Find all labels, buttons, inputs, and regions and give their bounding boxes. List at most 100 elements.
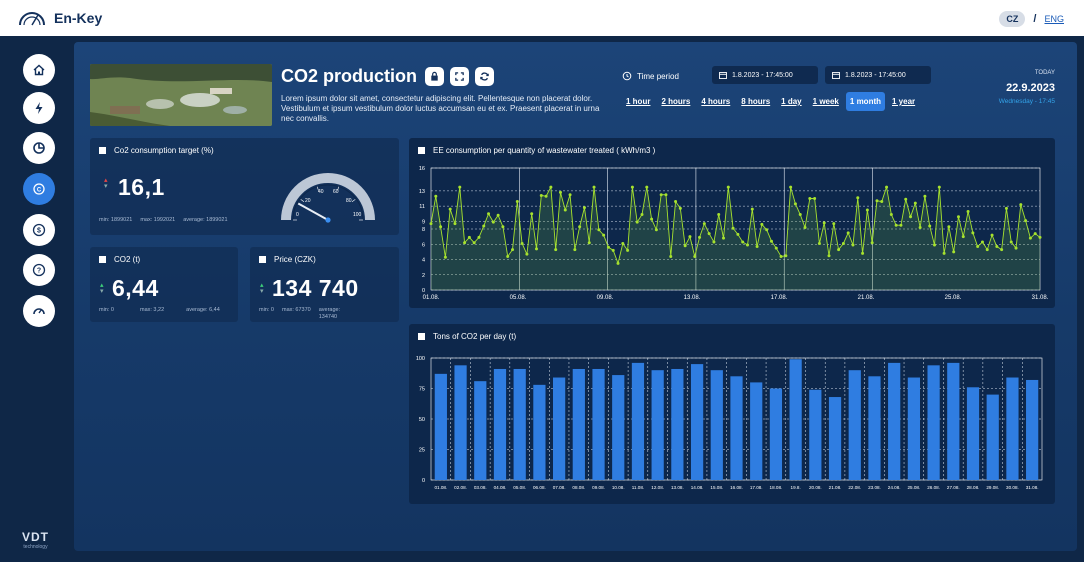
bar <box>1006 377 1019 480</box>
lock-button[interactable] <box>425 67 444 86</box>
period-button[interactable]: 1 day <box>781 97 802 106</box>
period-button[interactable]: 1 hour <box>626 97 651 106</box>
chart-title: EE consumption per quantity of wastewate… <box>433 146 656 155</box>
x-tick-label: 25.08. <box>907 485 920 490</box>
data-point <box>1014 246 1018 250</box>
data-point <box>899 223 903 227</box>
bar <box>612 375 625 480</box>
data-point <box>650 217 654 221</box>
data-point <box>621 241 625 245</box>
data-point <box>659 193 663 197</box>
gauge-max-label: 100 <box>353 212 362 218</box>
data-point <box>544 194 548 198</box>
target-value: 16,1 <box>118 174 165 200</box>
period-button[interactable]: 2 hours <box>661 97 691 106</box>
data-point <box>808 197 812 200</box>
data-point <box>889 213 893 217</box>
data-point <box>530 212 534 216</box>
sidebar-item-help[interactable]: ? <box>23 254 55 286</box>
data-point <box>841 241 845 245</box>
sidebar-item-home[interactable] <box>23 54 55 86</box>
sidebar-item-co2[interactable]: C <box>23 173 55 205</box>
sidebar-item-energy[interactable] <box>23 92 55 124</box>
gauge-icon <box>33 308 45 315</box>
x-tick-label: 31.08. <box>1026 485 1039 490</box>
data-point <box>707 232 711 236</box>
data-point <box>448 207 452 211</box>
data-point <box>1009 240 1013 244</box>
lang-eng-link[interactable]: ENG <box>1044 14 1064 24</box>
data-point <box>626 248 630 252</box>
x-tick-label: 01.08. <box>423 295 440 301</box>
data-point <box>765 228 769 232</box>
x-tick-label: 21.08. <box>858 295 875 301</box>
x-tick-label: 25.08. <box>945 295 962 301</box>
data-point <box>698 235 702 239</box>
data-point <box>784 254 788 258</box>
bar <box>513 368 526 480</box>
x-tick-label: 05.08. <box>513 485 526 490</box>
bar <box>553 377 566 480</box>
co2-per-day-chart-card: Tons of CO2 per day (t) 0 25 50 75 100 01.08.… <box>409 324 1055 504</box>
x-tick-label: 16.08. <box>730 485 743 490</box>
sidebar-item-dashboard[interactable] <box>23 295 55 327</box>
co2-target-card: Co2 consumption target (%) ▴ ▾ 16,1 min: … <box>90 138 399 235</box>
sidebar-item-distribution[interactable] <box>23 132 55 164</box>
date-from-input[interactable]: 1.8.2023 - 17:45:00 <box>712 66 818 84</box>
calendar-icon <box>832 72 840 79</box>
gauge-min-label: 0 <box>296 212 299 218</box>
card-checkbox[interactable] <box>259 256 266 263</box>
x-tick-label: 01.08. <box>434 485 447 490</box>
bar <box>907 377 920 480</box>
card-checkbox[interactable] <box>418 147 425 154</box>
data-point <box>573 248 577 252</box>
bar <box>947 362 960 480</box>
data-point <box>1028 236 1032 240</box>
gauge-pivot <box>325 217 331 223</box>
date-to-input[interactable]: 1.8.2023 - 17:45:00 <box>825 66 931 84</box>
sidebar-item-costs[interactable]: $ <box>23 214 55 246</box>
app-logo[interactable]: En-Key <box>18 10 102 26</box>
svg-text:?: ? <box>37 268 41 275</box>
bar <box>533 384 546 480</box>
card-checkbox[interactable] <box>418 333 425 340</box>
card-checkbox[interactable] <box>99 147 106 154</box>
help-icon: ? <box>32 263 46 277</box>
data-point <box>1024 219 1028 223</box>
fullscreen-button[interactable] <box>450 67 469 86</box>
card-checkbox[interactable] <box>99 256 106 263</box>
x-tick-label: 18.08. <box>770 485 783 490</box>
bar <box>730 376 743 480</box>
dollar-icon: $ <box>32 223 46 237</box>
data-point <box>789 185 793 189</box>
co2-card: CO2 (t) ▴ ▾ 6,44 min: 0 max: 3,22 average… <box>90 247 238 322</box>
bar <box>474 381 487 480</box>
data-point <box>487 212 491 216</box>
refresh-button[interactable] <box>475 67 494 86</box>
data-point <box>467 235 471 239</box>
period-button[interactable]: 1 month <box>845 92 885 111</box>
bar <box>434 373 447 480</box>
period-button[interactable]: 1 year <box>892 97 916 106</box>
data-point <box>453 222 457 226</box>
x-tick-label: 24.08. <box>888 485 901 490</box>
data-point <box>496 213 500 217</box>
bar <box>690 364 704 480</box>
period-button[interactable]: 1 week <box>812 97 839 106</box>
data-point <box>947 225 951 229</box>
y-tick-label: 0 <box>422 288 425 294</box>
language-switch: CZ / ENG <box>999 11 1064 27</box>
y-tick-label: 6 <box>422 242 425 248</box>
data-point <box>923 194 927 198</box>
data-point <box>434 194 438 198</box>
page-header: CO2 production <box>281 66 494 87</box>
data-point <box>463 241 467 245</box>
data-point <box>443 255 447 259</box>
x-tick-label: 30.08. <box>1006 485 1019 490</box>
lang-cz-button[interactable]: CZ <box>999 11 1026 27</box>
period-button[interactable]: 8 hours <box>741 97 771 106</box>
period-button[interactable]: 4 hours <box>701 97 731 106</box>
vdt-logo: VDT technology <box>22 530 49 550</box>
data-point <box>966 209 970 213</box>
data-point <box>745 243 749 247</box>
